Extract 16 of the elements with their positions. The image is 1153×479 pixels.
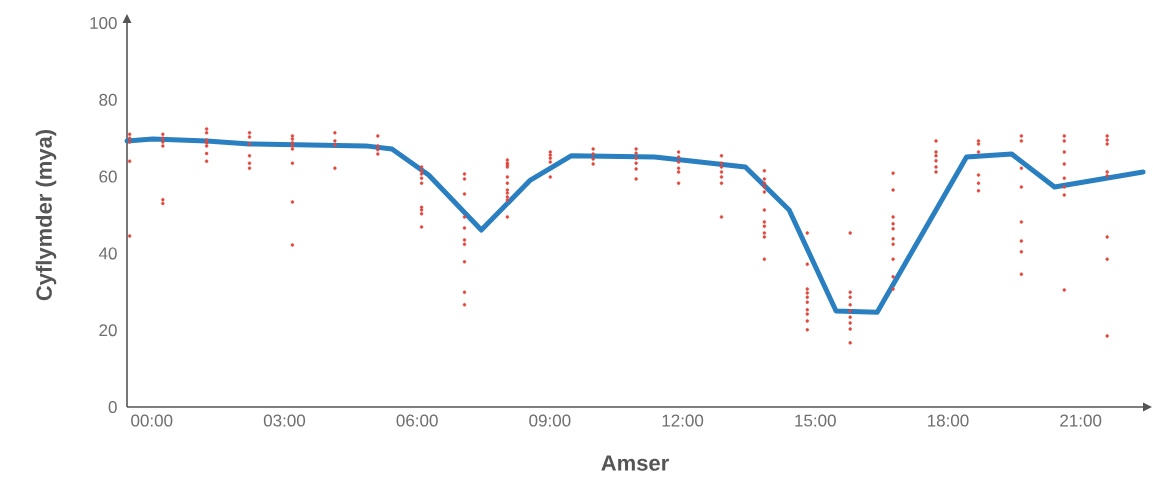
y-tick-label: 100 [90, 16, 117, 30]
y-tick-label: 20 [99, 324, 117, 337]
x-tick-label: 12:00 [662, 414, 704, 427]
x-tick-label: 18:00 [927, 414, 969, 427]
x-tick-label: 00:00 [131, 414, 173, 427]
y-tick-label: 80 [99, 93, 117, 106]
y-tick-label: 0 [108, 400, 117, 414]
y-tick-label: 60 [99, 170, 117, 183]
y-tick-label: 40 [98, 247, 117, 260]
x-axis-title: Amser [601, 455, 669, 471]
x-tick-label: 06:00 [396, 414, 438, 427]
x-tick-label: 03:00 [263, 414, 306, 427]
x-tick-label: 15:00 [795, 414, 836, 427]
x-tick-label: 09:00 [529, 414, 571, 427]
y-axis-title: Cyflymder (mya) [35, 129, 57, 301]
x-tick-label: 21:00 [1060, 414, 1102, 427]
